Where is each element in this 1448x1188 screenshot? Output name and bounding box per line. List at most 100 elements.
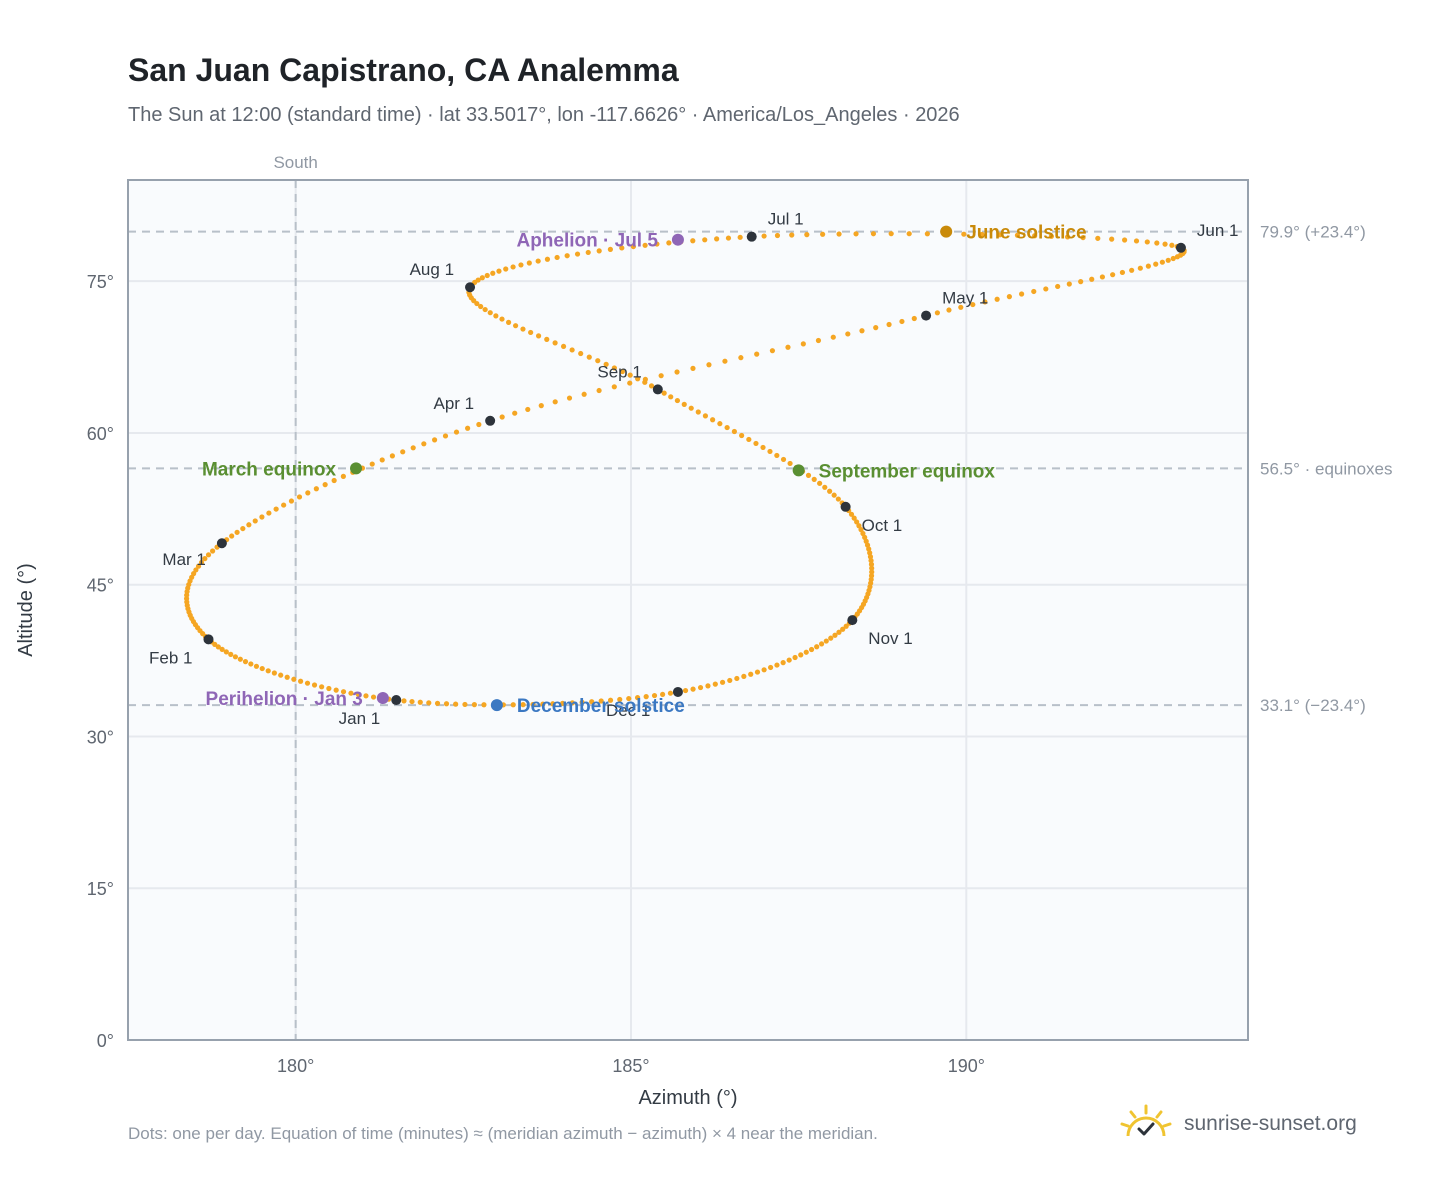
- daily-sun-dot: [869, 565, 875, 571]
- daily-sun-dot: [288, 498, 295, 504]
- daily-sun-dot: [859, 328, 865, 334]
- daily-sun-dot: [831, 492, 837, 498]
- daily-sun-dot: [731, 428, 737, 435]
- daily-sun-dot: [471, 702, 477, 708]
- daily-sun-dot: [746, 436, 752, 443]
- daily-sun-dot: [854, 519, 860, 525]
- daily-sun-dot: [596, 248, 602, 254]
- daily-sun-dot: [1159, 259, 1165, 265]
- x-tick-label: 185°: [612, 1056, 649, 1076]
- daily-sun-dot: [642, 242, 648, 248]
- event-label: March equinox: [202, 459, 337, 480]
- daily-sun-dot: [453, 429, 460, 435]
- brand[interactable]: sunrise-sunset.org: [1120, 1102, 1357, 1146]
- daily-sun-dot: [719, 679, 726, 685]
- daily-sun-dot: [348, 690, 354, 696]
- daily-sun-dot: [490, 270, 496, 276]
- daily-sun-dot: [596, 387, 602, 394]
- daily-sun-dot: [474, 300, 480, 307]
- y-tick-label: 15°: [87, 879, 114, 899]
- daily-sun-dot: [326, 685, 332, 692]
- daily-sun-dot: [853, 231, 859, 237]
- y-tick-label: 60°: [87, 424, 114, 444]
- daily-sun-dot: [311, 682, 318, 688]
- daily-sun-dot: [619, 245, 625, 251]
- daily-sun-dot: [271, 670, 277, 676]
- daily-sun-dot: [259, 665, 265, 672]
- month-marker: [847, 615, 858, 626]
- daily-sun-dot: [379, 457, 385, 463]
- daily-sun-dot: [774, 232, 781, 239]
- daily-sun-dot: [496, 268, 502, 274]
- daily-sun-dot: [431, 437, 438, 443]
- daily-sun-dot: [389, 453, 395, 459]
- daily-sun-dot: [544, 336, 550, 342]
- daily-sun-dot: [774, 452, 780, 459]
- daily-sun-dot: [607, 246, 613, 252]
- daily-sun-dot: [836, 629, 842, 635]
- chart-subtitle: The Sun at 12:00 (standard time) · lat 3…: [128, 104, 960, 126]
- daily-sun-dot: [688, 405, 694, 411]
- daily-sun-dot: [198, 559, 205, 566]
- daily-sun-dot: [780, 660, 786, 666]
- daily-sun-dot: [363, 693, 369, 699]
- daily-sun-dot: [1122, 237, 1128, 243]
- daily-sun-dot: [818, 641, 825, 647]
- daily-sun-dot: [538, 403, 544, 409]
- daily-sun-dot: [585, 249, 591, 256]
- daily-sun-dot: [291, 676, 297, 682]
- daily-sun-dot: [421, 441, 427, 447]
- daily-sun-dot: [817, 480, 823, 486]
- daily-sun-dot: [1153, 261, 1159, 267]
- daily-sun-dot: [512, 410, 518, 416]
- daily-sun-dot: [979, 231, 985, 238]
- daily-sun-dot: [911, 315, 917, 322]
- x-axis-title: Azimuth (°): [638, 1087, 737, 1109]
- daily-sun-dot: [737, 234, 743, 240]
- reference-line-label: 56.5° · equinoxes: [1260, 459, 1393, 478]
- event-marker: [350, 462, 363, 475]
- daily-sun-dot: [924, 231, 930, 237]
- daily-sun-dot: [627, 380, 633, 386]
- month-marker-label: Apr 1: [434, 394, 475, 413]
- daily-sun-dot: [552, 340, 558, 346]
- daily-sun-dot: [579, 699, 585, 705]
- daily-sun-dot: [767, 448, 773, 455]
- daily-sun-dot: [642, 379, 648, 385]
- daily-sun-dot: [712, 681, 718, 687]
- daily-sun-dot: [789, 232, 795, 238]
- daily-sun-dot: [845, 331, 851, 337]
- daily-sun-dot: [530, 701, 536, 708]
- daily-sun-dot: [823, 638, 829, 644]
- sun-check-icon: [1120, 1104, 1172, 1137]
- daily-sun-dot: [566, 395, 573, 401]
- daily-sun-dot: [611, 384, 617, 390]
- daily-sun-dot: [658, 373, 664, 379]
- daily-sun-dot: [814, 644, 820, 650]
- daily-sun-dot: [780, 456, 787, 463]
- daily-sun-dot: [493, 313, 499, 319]
- daily-sun-dot: [654, 241, 660, 247]
- reference-line-label: 33.1° (−23.4°): [1260, 696, 1366, 715]
- daily-sun-dot: [785, 344, 791, 350]
- x-tick-label: 190°: [948, 1056, 985, 1076]
- daily-sun-dot: [228, 651, 234, 657]
- daily-sun-dot: [827, 488, 833, 494]
- daily-sun-dot: [1014, 232, 1021, 238]
- daily-sun-dot: [560, 700, 566, 706]
- daily-sun-dot: [229, 533, 235, 539]
- daily-sun-dot: [867, 550, 873, 556]
- daily-sun-dot: [1064, 234, 1071, 240]
- daily-sun-dot: [869, 569, 875, 575]
- daily-sun-dot: [1145, 263, 1151, 269]
- daily-sun-dot: [1110, 272, 1116, 278]
- daily-sun-dot: [724, 424, 730, 431]
- daily-sun-dot: [234, 529, 240, 535]
- daily-sun-dot: [417, 699, 423, 705]
- daily-sun-dot: [1144, 239, 1150, 245]
- daily-sun-dot: [867, 554, 874, 560]
- daily-sun-dot: [503, 266, 509, 272]
- daily-sun-dot: [453, 701, 459, 707]
- daily-sun-dot: [627, 372, 633, 378]
- daily-sun-dot: [946, 307, 952, 313]
